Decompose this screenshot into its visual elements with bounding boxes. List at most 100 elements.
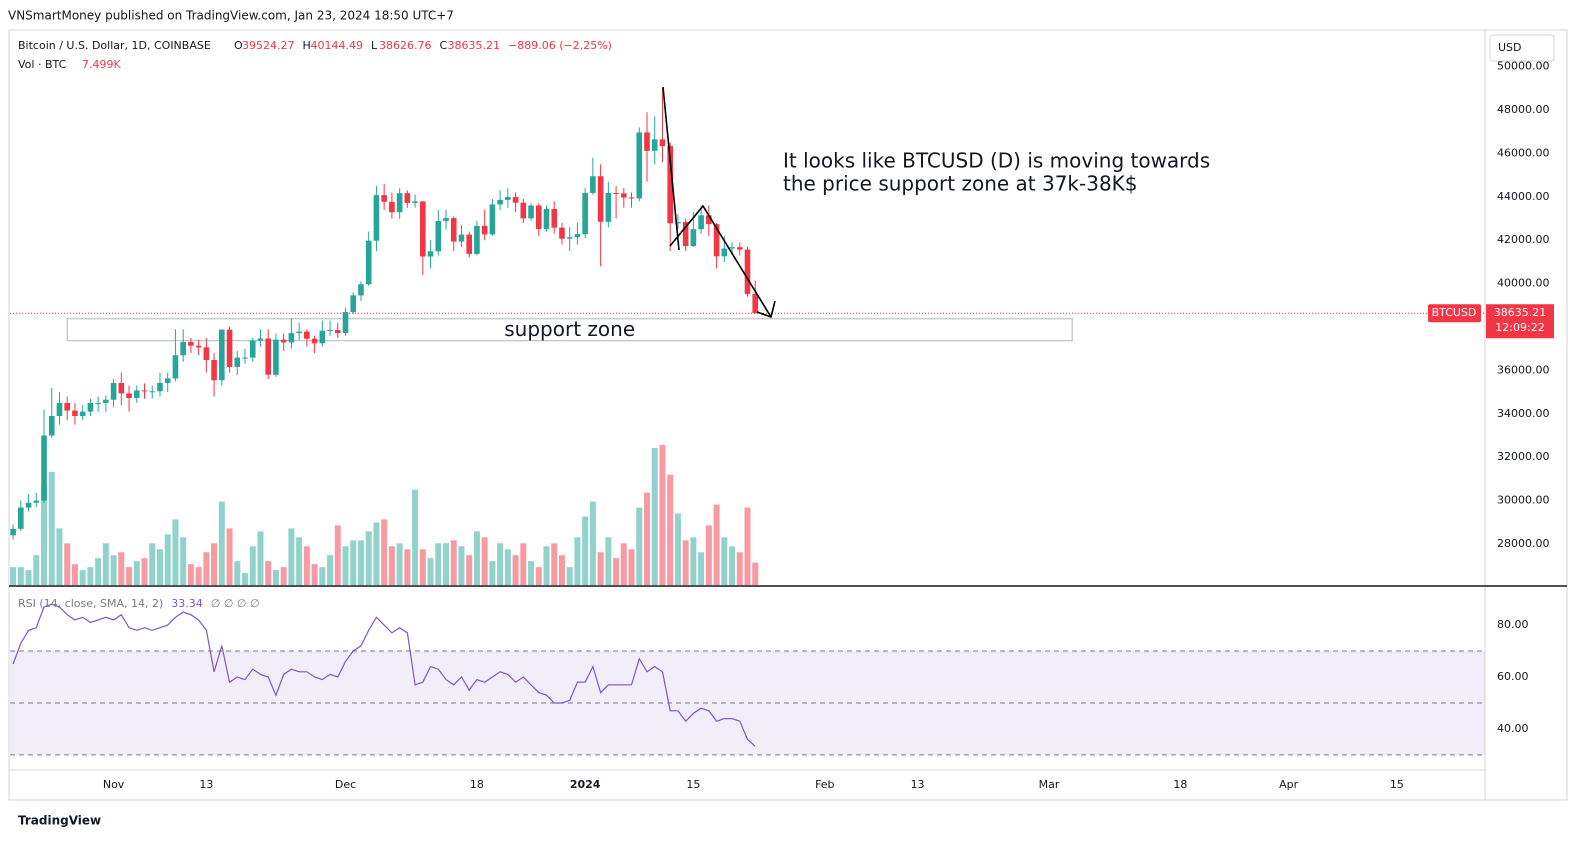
volume-bar xyxy=(272,570,279,585)
rsi-tick-label: 40.00 xyxy=(1497,722,1529,735)
volume-bar xyxy=(682,540,689,585)
volume-bar xyxy=(110,555,117,585)
volume-bar xyxy=(512,555,519,585)
candle-body xyxy=(257,338,264,341)
volume-bar xyxy=(373,522,380,585)
volume-bar xyxy=(582,516,589,585)
candle-body xyxy=(358,284,364,296)
volume-bar xyxy=(566,567,573,585)
candle-body xyxy=(350,295,357,313)
y-tick-label: 46000.00 xyxy=(1497,146,1550,159)
candle-body xyxy=(234,357,241,367)
candle-body xyxy=(574,234,581,238)
candle-body xyxy=(559,227,565,239)
candle-body xyxy=(365,240,372,285)
volume-value: 7.499K xyxy=(82,58,121,71)
candle-body xyxy=(126,393,132,398)
volume-bar xyxy=(41,486,48,585)
volume-bar xyxy=(288,528,295,585)
volume-bar xyxy=(296,537,303,585)
x-tick-label: Dec xyxy=(335,778,356,791)
volume-bar xyxy=(481,537,488,585)
candle-body xyxy=(211,360,217,381)
volume-bar xyxy=(388,546,395,585)
candle-body xyxy=(226,329,233,367)
volume-bar xyxy=(17,567,24,585)
candle-body xyxy=(675,222,681,224)
volume-bar xyxy=(327,555,334,585)
candle-body xyxy=(466,234,472,254)
volume-bar xyxy=(164,534,171,585)
candle-body xyxy=(474,225,480,254)
y-tick-label: 48000.00 xyxy=(1497,103,1550,116)
volume-bar xyxy=(234,561,241,585)
volume-bar xyxy=(736,552,743,585)
chart-frame xyxy=(8,29,1568,801)
volume-bar xyxy=(64,543,71,585)
x-tick-label: 15 xyxy=(1390,778,1404,791)
volume-bar xyxy=(636,507,643,585)
volume-bar xyxy=(458,546,465,585)
x-tick-label: Feb xyxy=(815,778,834,791)
candle-body xyxy=(342,312,349,334)
volume-bar xyxy=(690,537,697,585)
rsi-tick-label: 60.00 xyxy=(1497,670,1529,683)
candle-body xyxy=(535,205,542,229)
rsi-value: 33.34 xyxy=(171,597,203,610)
ohlc-value: 38626.76 xyxy=(379,39,432,52)
volume-bar xyxy=(613,558,620,585)
volume-bar xyxy=(473,531,480,585)
candle-body xyxy=(273,339,279,375)
currency-label[interactable]: USD xyxy=(1498,41,1522,54)
volume-bar xyxy=(242,573,249,585)
volume-bar xyxy=(257,531,264,585)
candle-body xyxy=(25,502,32,508)
candle-body xyxy=(133,390,140,398)
candle-body xyxy=(644,132,650,151)
candle-body xyxy=(512,197,519,203)
candle-body xyxy=(497,199,503,205)
candle-body xyxy=(659,139,666,147)
symbol-tag xyxy=(1428,304,1481,323)
candle-body xyxy=(249,340,256,358)
candle-body xyxy=(118,383,125,394)
volume-bar xyxy=(543,546,550,585)
volume-bar xyxy=(520,543,527,585)
candle-body xyxy=(18,507,24,529)
volume-bar xyxy=(79,570,86,585)
volume-bar xyxy=(644,492,651,585)
annotation: the price support zone at 37k-38K$ xyxy=(783,172,1138,196)
volume-bar xyxy=(357,540,364,585)
candle-body xyxy=(412,201,418,203)
candle-body xyxy=(41,435,47,501)
volume-bar xyxy=(33,555,40,585)
volume-bar xyxy=(365,531,372,585)
candle-body xyxy=(110,383,117,400)
volume-bar xyxy=(574,537,581,585)
rsi-tick-label: 80.00 xyxy=(1497,618,1529,631)
candle-body xyxy=(280,339,287,343)
volume-bar xyxy=(48,471,55,585)
candle-body xyxy=(319,330,326,344)
volume-bar xyxy=(497,543,504,585)
volume-bar xyxy=(71,564,78,585)
volume-title: Vol · BTC xyxy=(18,58,67,71)
y-tick-label: 44000.00 xyxy=(1497,190,1550,203)
y-tick-label: 50000.00 xyxy=(1497,60,1550,73)
volume-bar xyxy=(118,552,125,585)
candle-body xyxy=(682,222,689,247)
volume-bar xyxy=(156,549,163,585)
candle-body xyxy=(582,192,588,235)
symbol-tag-label: BTCUSD xyxy=(1432,306,1477,319)
candle-body xyxy=(744,249,751,294)
candle-body xyxy=(667,146,673,224)
candle-body xyxy=(79,411,86,416)
candle-body xyxy=(311,338,318,344)
currency-button[interactable] xyxy=(1489,34,1555,62)
ohlc-value: 38635.21 xyxy=(448,39,501,52)
volume-bar xyxy=(396,543,403,585)
y-tick-label: 34000.00 xyxy=(1497,407,1550,420)
y-tick-label: 40000.00 xyxy=(1497,277,1550,290)
y-tick-label: 28000.00 xyxy=(1497,537,1550,550)
